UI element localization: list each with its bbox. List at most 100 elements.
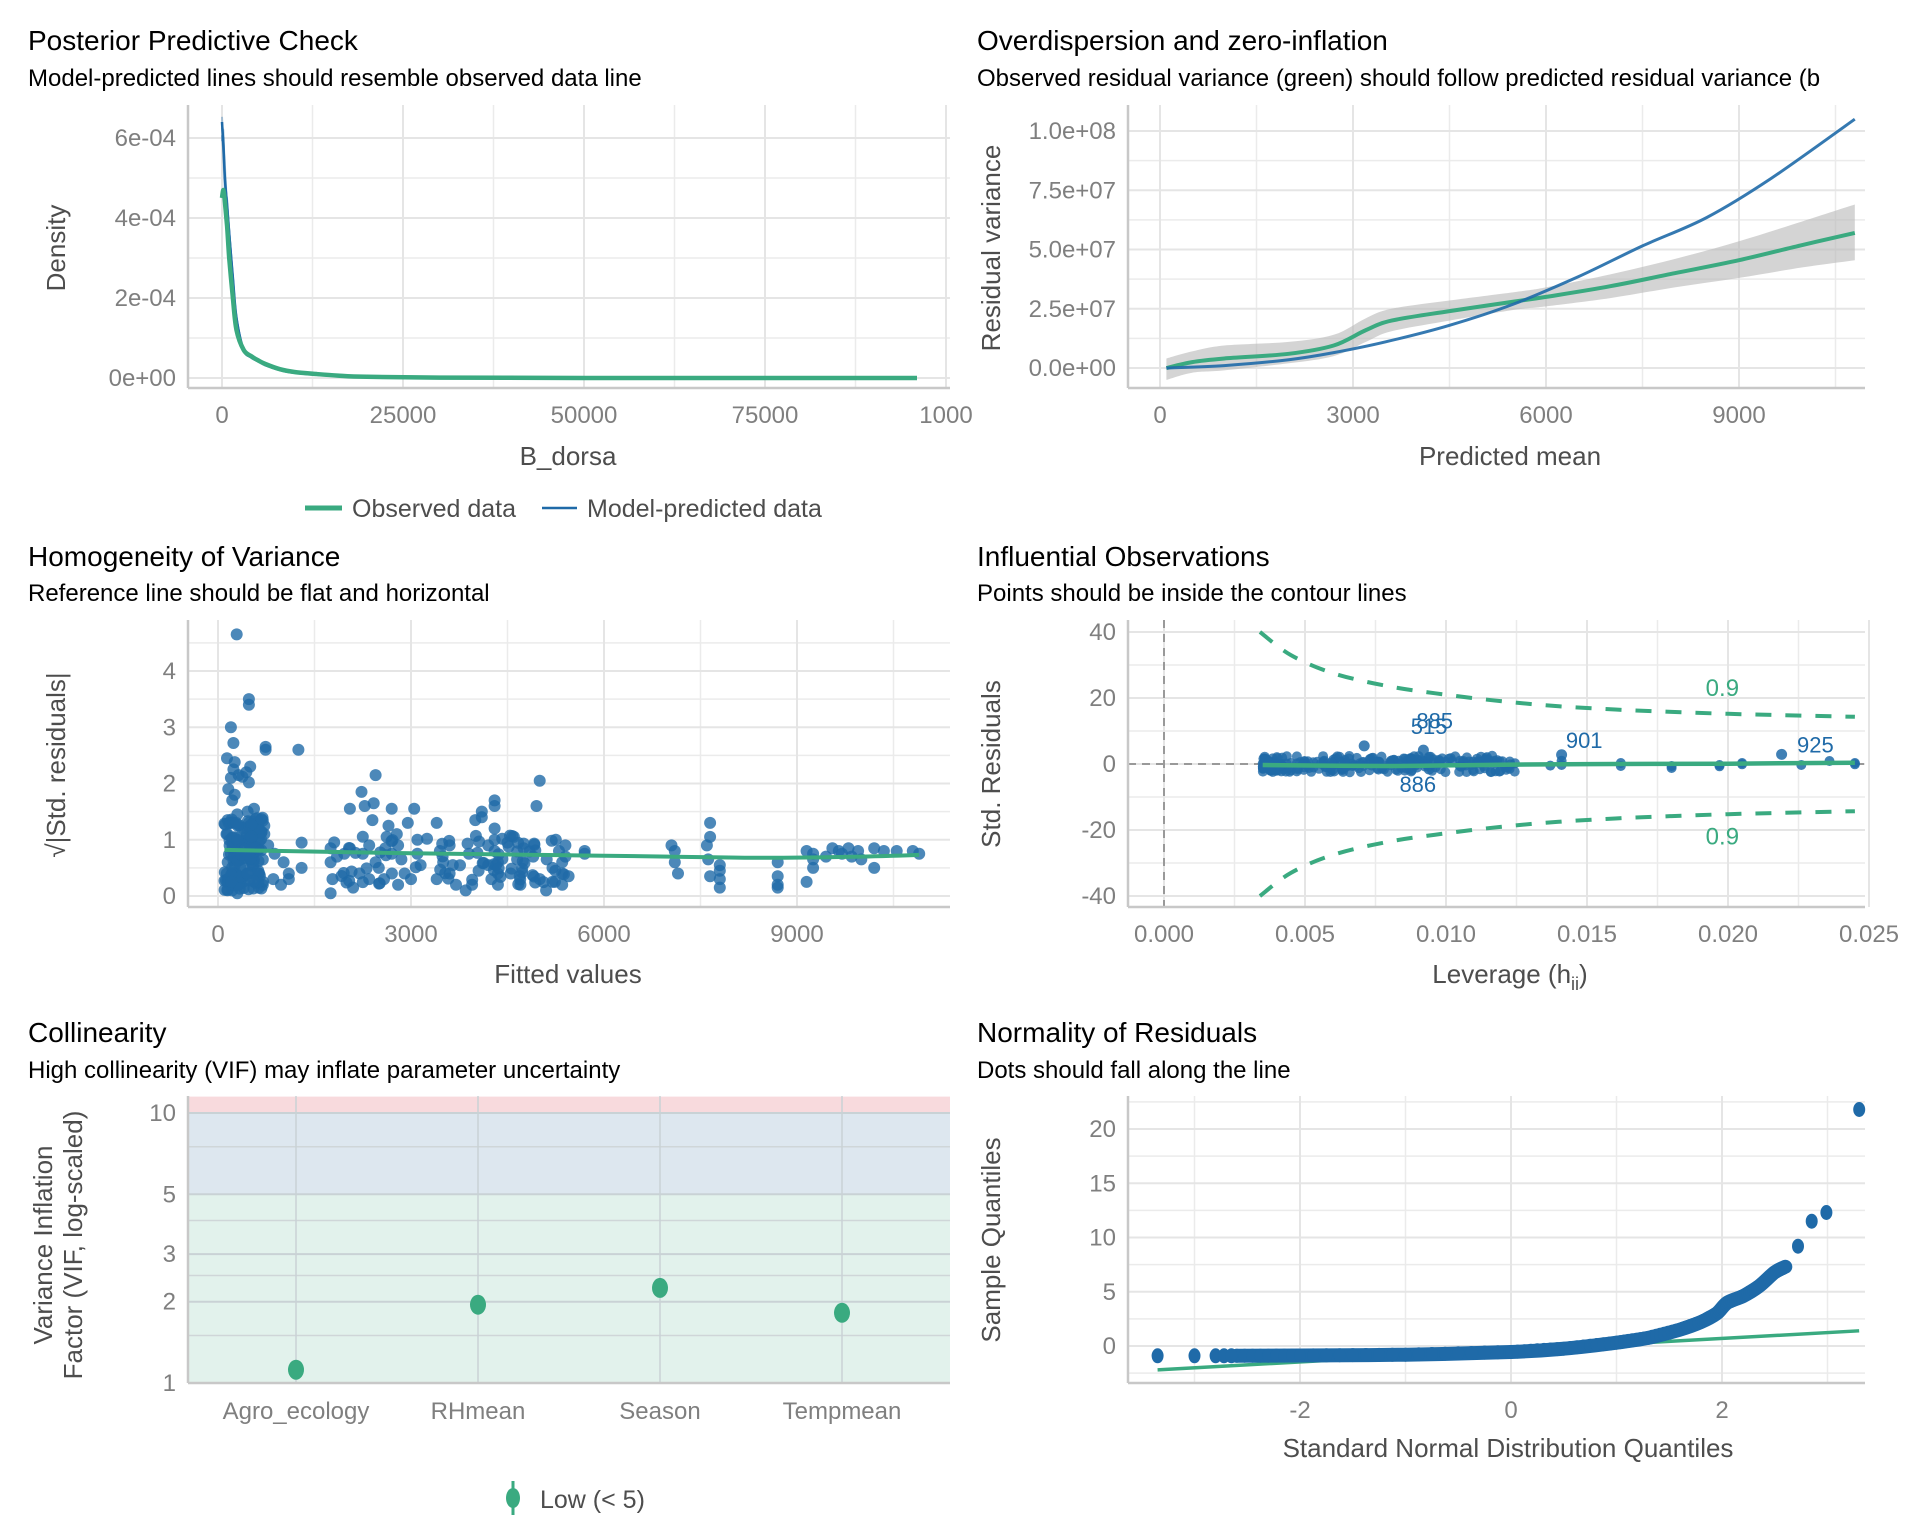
residual-point [668,856,681,869]
residual-point [367,797,380,810]
y-tick-label: 0 [1103,751,1116,778]
qq-point [1320,1348,1333,1363]
panel-subtitle: High collinearity (VIF) may inflate para… [28,1057,620,1084]
x-tick-label: Agro_ecology [223,1398,370,1425]
residual-point [255,813,268,826]
y-axis-label: Density [41,205,71,292]
residual-point [442,872,455,885]
plot-marks [288,1277,850,1380]
x-tick-label: 1000 [919,402,972,429]
panel-subtitle: Points should be inside the contour line… [977,580,1407,607]
residual-point [224,721,237,734]
y-tick-label: 40 [1089,619,1116,646]
qq-point [1452,1346,1465,1361]
residual-point [343,802,356,815]
y-tick-label: 3 [163,714,176,741]
observation-point [1281,751,1292,762]
residual-point [337,867,350,879]
residual-point [373,877,386,890]
observation-id-label: 515 [1411,714,1448,739]
contour-line-upper [1258,630,1855,719]
vif-point [288,1359,304,1380]
vif-band-low [188,1194,950,1383]
y-tick-label: 6e-04 [115,125,176,152]
qq-point [1294,1348,1306,1363]
observation-point [1321,766,1332,777]
qq-point [1491,1345,1504,1360]
residual-point [369,769,382,782]
x-tick-label: Season [619,1398,700,1425]
labelled-observation-point [1556,749,1568,761]
qq-point [1820,1205,1833,1220]
residual-point [548,875,561,888]
residual-point [275,878,287,891]
y-tick-label: 3 [163,1241,176,1268]
panel-overdispersion: Overdispersion and zero-inflation Observ… [976,25,1865,471]
panel-subtitle: Model-predicted lines should resemble ob… [28,65,642,92]
x-tick-label: 3000 [1326,402,1379,429]
qq-point [1792,1238,1804,1254]
residual-point [241,805,254,818]
residual-point [245,830,258,843]
residual-point [230,628,243,641]
x-axis-label: Leverage (hii) [1432,959,1587,994]
axes: 1 2 3 5 10 Agro_ecology RHmean Season Tempmean [149,1096,950,1425]
panel-title: Posterior Predictive Check [28,25,359,56]
observed-variance-line [1165,230,1856,370]
y-tick-label: 1 [163,1370,176,1397]
residual-point [382,819,395,832]
vif-band-high [188,1096,950,1113]
panel-homogeneity-of-variance: Homogeneity of Variance Reference line s… [28,541,950,989]
x-tick-label: 25000 [370,402,437,429]
residual-point [512,836,525,849]
x-tick-label: 75000 [732,402,799,429]
residual-point [328,836,341,849]
x-tick-label: 0.010 [1416,921,1476,948]
panel-title: Overdispersion and zero-inflation [977,25,1388,56]
contour-label-lower: 0.9 [1706,824,1739,851]
plot-marks [1151,1102,1866,1372]
y-tick-label: 1.0e+08 [1029,118,1116,145]
residual-point [326,873,339,886]
x-tick-label: 2 [1715,1397,1728,1424]
qq-point [1307,1348,1320,1363]
residual-point [800,875,813,888]
observation-point [1468,765,1478,776]
y-axis-label: Sample Quantiles [976,1137,1006,1342]
qq-point [1225,1348,1238,1364]
x-axis-label-subscript: ii [1571,974,1579,994]
residual-point [488,822,501,835]
residual-point [259,743,272,756]
grid [1128,620,1870,907]
residual-point [244,852,257,865]
legend-label-observed: Observed data [352,495,516,523]
y-tick-label: 4 [163,658,176,685]
qq-point [1439,1346,1452,1361]
residual-point [231,832,244,845]
observation-id-label: 885 [1416,708,1453,733]
plot-marks [1165,117,1856,380]
residual-point [385,802,398,815]
x-tick-label: 0.020 [1698,921,1758,948]
qq-point [1151,1348,1164,1364]
panel-title: Homogeneity of Variance [28,541,340,572]
x-axis-label: Fitted values [494,959,641,989]
x-axis-label: Standard Normal Distribution Quantiles [1283,1433,1734,1463]
y-tick-label: -40 [1081,883,1116,910]
residual-point [476,857,489,870]
residual-point [395,853,408,866]
residual-point [225,875,238,888]
residual-point [704,816,717,829]
residual-point [358,800,371,812]
residual-point [218,883,231,896]
qq-point [1373,1347,1386,1362]
y-tick-label: 2e-04 [115,285,176,312]
qq-point [1805,1213,1818,1229]
x-tick-label: 9000 [770,921,823,948]
y-tick-label: 1 [163,827,176,854]
panel-normality-of-residuals: Normality of Residuals Dots should fall … [976,1017,1866,1463]
residual-point [355,785,368,798]
y-tick-label: 0.0e+00 [1029,355,1116,382]
residual-point [244,760,257,773]
